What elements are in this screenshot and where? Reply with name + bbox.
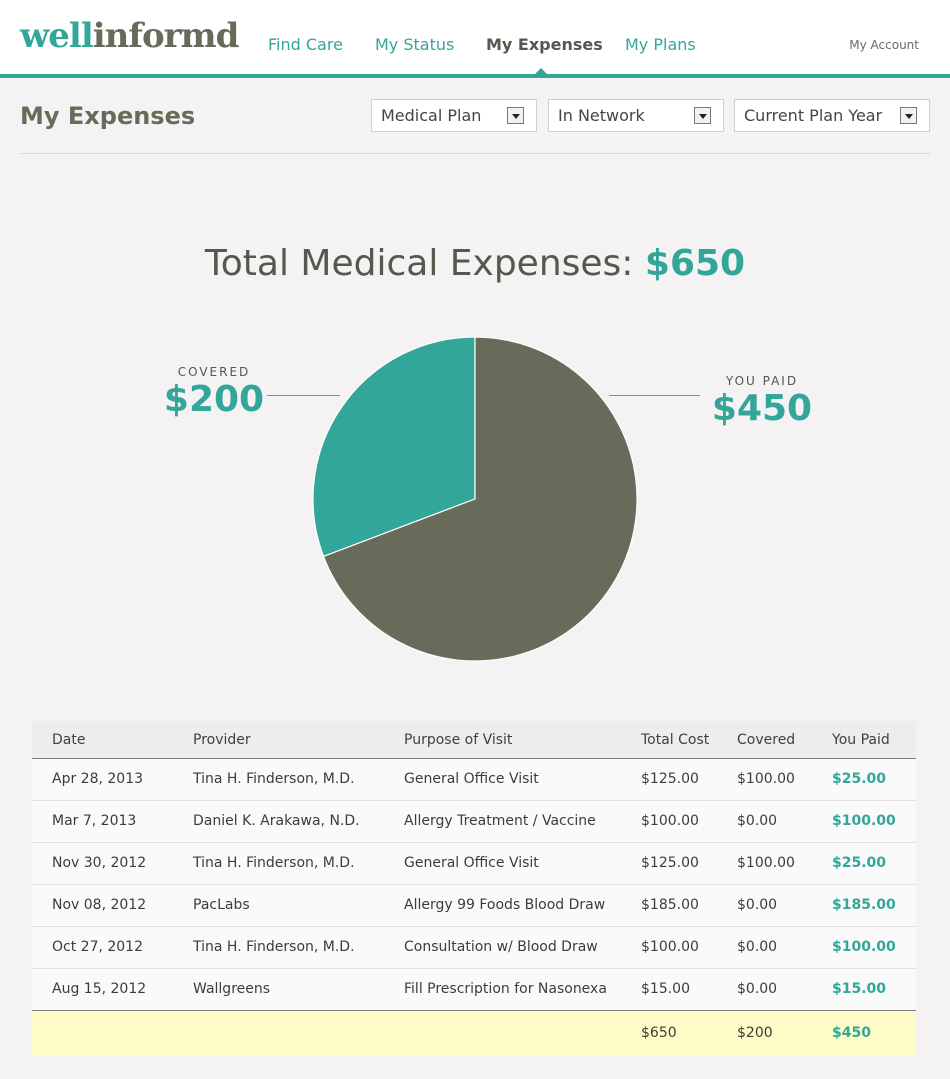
covered-amount: $200 xyxy=(163,379,265,420)
active-nav-indicator xyxy=(534,68,548,75)
cell-date: Mar 7, 2013 xyxy=(52,813,137,829)
brand-logo[interactable]: wellinformd xyxy=(20,16,240,56)
table-row[interactable]: Apr 28, 2013 Tina H. Finderson, M.D. Gen… xyxy=(32,759,916,801)
period-select[interactable]: Current Plan Year xyxy=(734,99,930,132)
you-paid-leader-line xyxy=(609,395,700,396)
cell-you-paid: $25.00 xyxy=(832,855,887,871)
table-row[interactable]: Nov 08, 2012 PacLabs Allergy 99 Foods Bl… xyxy=(32,885,916,927)
you-paid-amount: $450 xyxy=(711,388,813,429)
dropdown-arrow-icon xyxy=(694,107,711,124)
cell-covered: $100.00 xyxy=(737,771,795,787)
table-row[interactable]: Oct 27, 2012 Tina H. Finderson, M.D. Con… xyxy=(32,927,916,969)
network-select[interactable]: In Network xyxy=(548,99,724,132)
total-expenses-title: Total Medical Expenses: $650 xyxy=(0,240,950,288)
cell-purpose: Allergy Treatment / Vaccine xyxy=(404,813,596,829)
cell-purpose: General Office Visit xyxy=(404,855,539,871)
cell-total-cost: $125.00 xyxy=(641,855,699,871)
total-expenses-label: Total Medical Expenses: xyxy=(204,243,634,284)
brand-part-1: well xyxy=(20,16,94,56)
table-row[interactable]: Mar 7, 2013 Daniel K. Arakawa, N.D. Alle… xyxy=(32,801,916,843)
total-expenses-amount: $650 xyxy=(644,243,746,284)
plan-select[interactable]: Medical Plan xyxy=(371,99,537,132)
cell-you-paid: $100.00 xyxy=(832,813,896,829)
total-cost-sum: $650 xyxy=(641,1025,677,1041)
header-total-cost[interactable]: Total Cost xyxy=(641,732,710,748)
cell-total-cost: $15.00 xyxy=(641,981,690,997)
table-row[interactable]: Nov 30, 2012 Tina H. Finderson, M.D. Gen… xyxy=(32,843,916,885)
cell-date: Apr 28, 2013 xyxy=(52,771,144,787)
cell-total-cost: $185.00 xyxy=(641,897,699,913)
page-title: My Expenses xyxy=(20,102,196,130)
covered-sum: $200 xyxy=(737,1025,773,1041)
covered-leader-line xyxy=(267,395,340,396)
cell-provider: PacLabs xyxy=(193,897,250,913)
period-select-value: Current Plan Year xyxy=(744,106,883,125)
cell-purpose: Fill Prescription for Nasonexa xyxy=(404,981,607,997)
header-date[interactable]: Date xyxy=(52,732,86,748)
table-row[interactable]: Aug 15, 2012 Wallgreens Fill Prescriptio… xyxy=(32,969,916,1011)
pie-slice-covered xyxy=(312,336,476,558)
nav-my-plans[interactable]: My Plans xyxy=(625,35,696,54)
covered-label: COVERED xyxy=(177,365,251,379)
table-totals-row: $650 $200 $450 xyxy=(32,1011,916,1056)
cell-provider: Tina H. Finderson, M.D. xyxy=(193,771,355,787)
cell-provider: Wallgreens xyxy=(193,981,271,997)
nav-find-care[interactable]: Find Care xyxy=(268,35,343,54)
cell-provider: Daniel K. Arakawa, N.D. xyxy=(193,813,360,829)
cell-covered: $0.00 xyxy=(737,813,778,829)
you-paid-sum: $450 xyxy=(832,1025,871,1041)
expenses-table: Date Provider Purpose of Visit Total Cos… xyxy=(32,721,916,1056)
cell-total-cost: $100.00 xyxy=(641,813,699,829)
cell-you-paid: $185.00 xyxy=(832,897,896,913)
plan-select-value: Medical Plan xyxy=(381,106,482,125)
header-divider xyxy=(20,153,930,154)
nav-my-expenses[interactable]: My Expenses xyxy=(486,35,603,54)
pie-slice-you-paid xyxy=(322,336,638,662)
cell-total-cost: $125.00 xyxy=(641,771,699,787)
cell-you-paid: $100.00 xyxy=(832,939,896,955)
header-you-paid[interactable]: You Paid xyxy=(832,732,890,748)
brand-part-2: informd xyxy=(92,16,240,56)
cell-date: Nov 08, 2012 xyxy=(52,897,147,913)
you-paid-label: YOU PAID xyxy=(725,374,799,388)
expenses-pie-chart xyxy=(312,336,638,662)
header-purpose[interactable]: Purpose of Visit xyxy=(404,732,513,748)
cell-purpose: General Office Visit xyxy=(404,771,539,787)
cell-covered: $0.00 xyxy=(737,897,778,913)
dropdown-arrow-icon xyxy=(900,107,917,124)
my-account-link[interactable]: My Account xyxy=(849,38,919,52)
cell-date: Nov 30, 2012 xyxy=(52,855,147,871)
cell-date: Oct 27, 2012 xyxy=(52,939,143,955)
header-covered[interactable]: Covered xyxy=(737,732,796,748)
cell-provider: Tina H. Finderson, M.D. xyxy=(193,939,355,955)
cell-purpose: Consultation w/ Blood Draw xyxy=(404,939,598,955)
header-provider[interactable]: Provider xyxy=(193,732,251,748)
cell-purpose: Allergy 99 Foods Blood Draw xyxy=(404,897,606,913)
network-select-value: In Network xyxy=(558,106,645,125)
cell-date: Aug 15, 2012 xyxy=(52,981,147,997)
nav-my-status[interactable]: My Status xyxy=(375,35,455,54)
cell-total-cost: $100.00 xyxy=(641,939,699,955)
cell-covered: $0.00 xyxy=(737,939,778,955)
cell-covered: $0.00 xyxy=(737,981,778,997)
table-header: Date Provider Purpose of Visit Total Cos… xyxy=(32,721,916,759)
top-header: wellinformd Find Care My Status My Expen… xyxy=(0,0,950,78)
cell-you-paid: $15.00 xyxy=(832,981,887,997)
dropdown-arrow-icon xyxy=(507,107,524,124)
cell-you-paid: $25.00 xyxy=(832,771,887,787)
cell-covered: $100.00 xyxy=(737,855,795,871)
cell-provider: Tina H. Finderson, M.D. xyxy=(193,855,355,871)
